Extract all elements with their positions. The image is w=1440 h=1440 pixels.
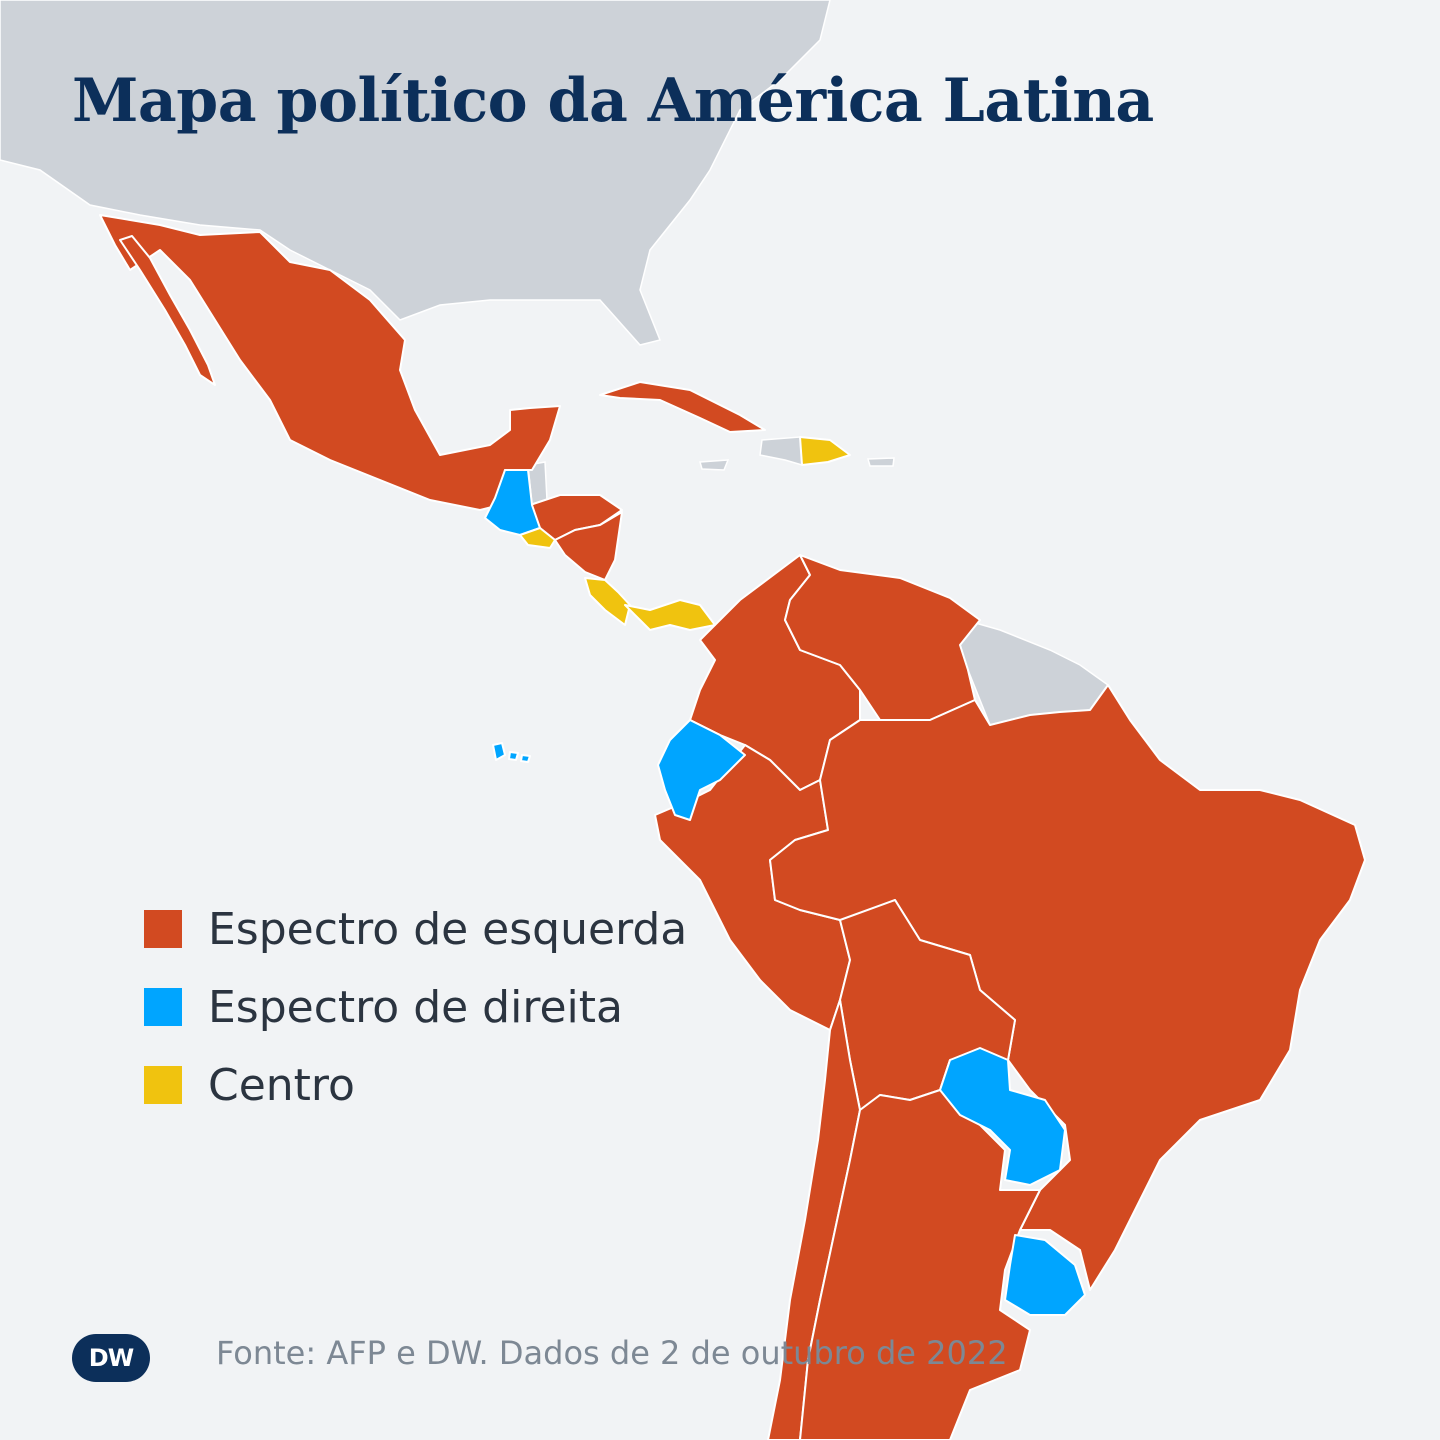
dw-logo: DW — [72, 1334, 150, 1382]
country-mexico — [99, 214, 561, 511]
legend-label-right: Espectro de direita — [208, 981, 623, 1033]
mexico-baja — [119, 235, 216, 386]
legend-swatch-centre — [144, 1066, 182, 1104]
haiti — [759, 436, 803, 467]
puerto-rico — [867, 457, 895, 467]
country-ecuador — [657, 719, 746, 821]
north-america — [0, 0, 831, 346]
legend: Espectro de esquerda Espectro de direita… — [144, 890, 687, 1124]
right-countries — [484, 469, 1086, 1316]
centre-countries — [519, 436, 851, 631]
left-countries — [99, 214, 1366, 1440]
country-panama — [624, 599, 716, 631]
other-land — [0, 0, 1110, 726]
country-cuba — [599, 381, 766, 433]
country-paraguay — [939, 1047, 1066, 1186]
legend-label-left: Espectro de esquerda — [208, 903, 688, 955]
legend-label-centre: Centro — [208, 1059, 355, 1111]
galapagos — [492, 742, 531, 763]
country-costa-rica — [584, 577, 631, 626]
legend-swatch-left — [144, 910, 182, 948]
source-note: Fonte: AFP e DW. Dados de 2 de outubro d… — [216, 1334, 1008, 1372]
country-uruguay — [1004, 1234, 1086, 1316]
legend-item-centre: Centro — [144, 1046, 687, 1124]
legend-swatch-right — [144, 988, 182, 1026]
jamaica — [699, 459, 730, 471]
guianas — [959, 619, 1110, 726]
legend-item-left: Espectro de esquerda — [144, 890, 687, 968]
country-nicaragua — [554, 511, 623, 581]
country-dominican-republic — [799, 436, 851, 466]
country-el-salvador — [519, 527, 556, 549]
legend-item-right: Espectro de direita — [144, 968, 687, 1046]
map-title: Mapa político da América Latina — [72, 66, 1154, 136]
